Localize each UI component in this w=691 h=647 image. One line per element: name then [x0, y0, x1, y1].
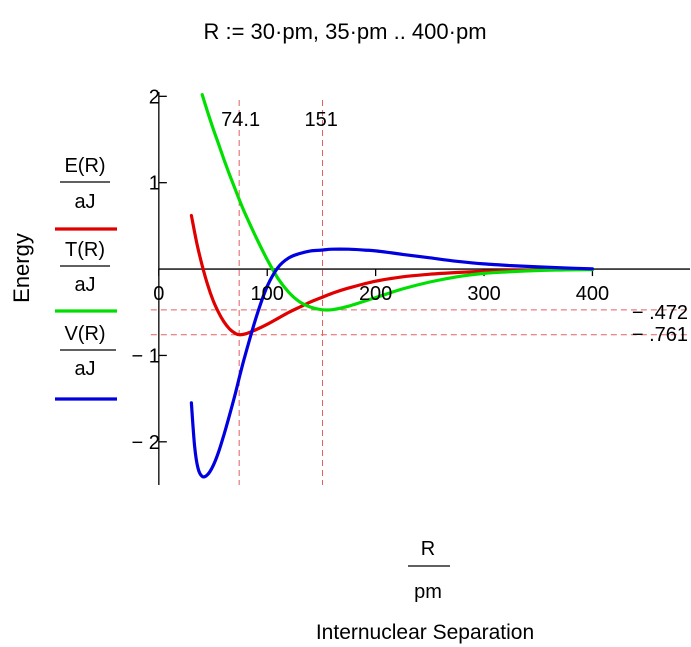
x-tick-labels: 0 100 200 300 400	[153, 283, 609, 305]
marker-label-vertical-2: 151	[305, 109, 338, 131]
series-line-t	[200, 93, 594, 312]
marker-lines	[150, 100, 690, 485]
x-tick-label: 200	[359, 283, 392, 305]
y-tick-label: 1	[149, 173, 160, 195]
y-tick-labels: 2 1 − 1 − 2	[131, 86, 159, 453]
x-tick-label: 0	[153, 283, 164, 305]
y-tick-label: − 1	[131, 345, 159, 367]
x-axis-label-denominator: pm	[414, 581, 442, 603]
x-axis-label-numerator: R	[421, 538, 435, 560]
x-tick-label: 300	[467, 283, 500, 305]
legend-item-t: T(R) aJ	[55, 239, 117, 313]
legend-item-e: E(R) aJ	[55, 155, 117, 231]
legend-item-v: V(R) aJ	[55, 323, 117, 401]
legend-denominator-t: aJ	[74, 274, 95, 296]
marker-label-vertical-1: 74.1	[221, 109, 260, 131]
x-axis-caption: Internuclear Separation	[316, 621, 534, 644]
y-axis-label: Energy	[9, 233, 34, 303]
legend-numerator-t: T(R)	[65, 239, 105, 261]
x-tick-label: 400	[576, 283, 609, 305]
legend-numerator-v: V(R)	[64, 323, 105, 345]
series-line-v	[189, 247, 594, 479]
y-tick-label: − 2	[131, 432, 159, 454]
legend-denominator-e: aJ	[74, 191, 95, 213]
y-tick-label: 2	[149, 86, 160, 108]
marker-label-horizontal-1: − .472	[632, 302, 688, 324]
legend-numerator-e: E(R)	[64, 155, 105, 177]
series-line-e	[189, 213, 594, 337]
legend: E(R) aJ T(R) aJ V(R) aJ	[55, 155, 117, 401]
series-lines	[189, 93, 594, 479]
axes	[158, 92, 690, 485]
legend-denominator-v: aJ	[74, 358, 95, 380]
marker-label-horizontal-2: − .761	[632, 324, 688, 346]
range-definition: R := 30·pm, 35·pm .. 400·pm	[203, 19, 486, 44]
marker-labels: 74.1 151 − .472 − .761	[221, 109, 688, 346]
y-ticks	[158, 95, 167, 443]
x-ticks	[158, 269, 594, 277]
x-axis-label: R pm	[408, 538, 450, 603]
x-tick-label: 100	[251, 283, 284, 305]
